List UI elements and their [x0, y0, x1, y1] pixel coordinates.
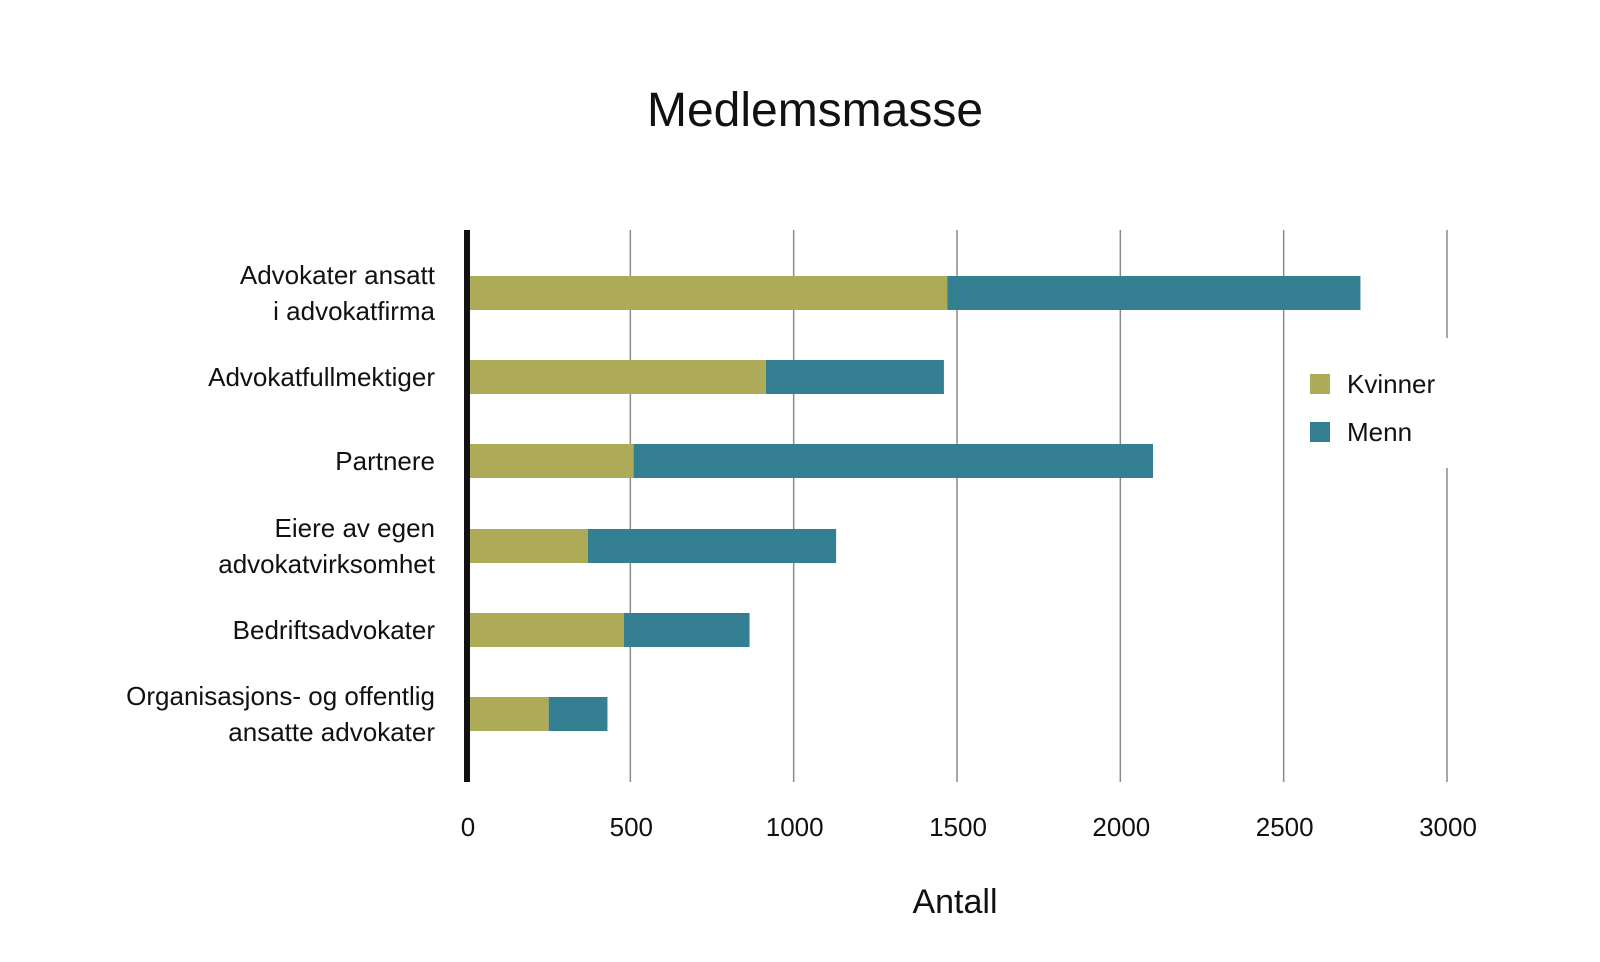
x-tick-label-2000: 2000: [1092, 812, 1150, 842]
x-tick-label-0: 0: [461, 812, 475, 842]
bar-kvinner-5: [467, 697, 549, 731]
category-label-0: Advokater ansatt i advokatfirma: [240, 260, 436, 326]
category-label-4: Bedriftsadvokater: [233, 615, 436, 645]
category-labels: Advokater ansatt i advokatfirma Advokatful…: [126, 260, 436, 747]
bar-menn-1: [765, 360, 944, 394]
legend-swatch-menn: [1310, 422, 1330, 442]
bar-menn-3: [587, 529, 837, 563]
bar-kvinner-3: [467, 529, 588, 563]
x-tick-label-500: 500: [610, 812, 653, 842]
x-tick-label-3000: 3000: [1419, 812, 1477, 842]
chart-title: Medlemsmasse: [647, 84, 983, 137]
category-label-line: i advokatfirma: [273, 296, 435, 326]
legend-label-kvinner: Kvinner: [1347, 369, 1435, 399]
category-label-line: Eiere av egen: [275, 513, 435, 543]
category-label-line: Advokatfullmektiger: [208, 362, 435, 392]
category-label-1: Advokatfullmektiger: [208, 362, 435, 392]
category-label-line: Bedriftsadvokater: [233, 615, 436, 645]
bar-menn-0: [947, 276, 1361, 310]
x-tick-label-2500: 2500: [1256, 812, 1314, 842]
legend-label-menn: Menn: [1347, 417, 1412, 447]
legend: Kvinner Menn: [1285, 338, 1465, 468]
bar-menn-4: [623, 613, 750, 647]
category-label-line: ansatte advokater: [228, 717, 435, 747]
x-tick-labels: 0 500 1000 1500 2000 2500 3000: [461, 812, 1477, 842]
gridlines: [629, 230, 1448, 782]
category-label-3: Eiere av egen advokatvirksomhet: [218, 513, 436, 579]
bar-kvinner-0: [467, 276, 948, 310]
category-label-line: Advokater ansatt: [240, 260, 436, 290]
bar-menn-2: [633, 444, 1153, 478]
x-tick-label-1000: 1000: [766, 812, 824, 842]
category-label-5: Organisasjons- og offentlig ansatte advok…: [126, 681, 435, 747]
bar-kvinner-1: [467, 360, 766, 394]
category-label-line: Partnere: [335, 446, 435, 476]
legend-background: [1285, 338, 1465, 468]
bars: [467, 276, 1361, 731]
category-label-2: Partnere: [335, 446, 435, 476]
bar-kvinner-2: [467, 444, 634, 478]
bar-kvinner-4: [467, 613, 624, 647]
x-axis-title: Antall: [912, 883, 997, 921]
category-label-line: advokatvirksomhet: [218, 549, 436, 579]
x-tick-label-1500: 1500: [929, 812, 987, 842]
category-label-line: Organisasjons- og offentlig: [126, 681, 435, 711]
legend-swatch-kvinner: [1310, 374, 1330, 394]
bar-menn-5: [548, 697, 608, 731]
